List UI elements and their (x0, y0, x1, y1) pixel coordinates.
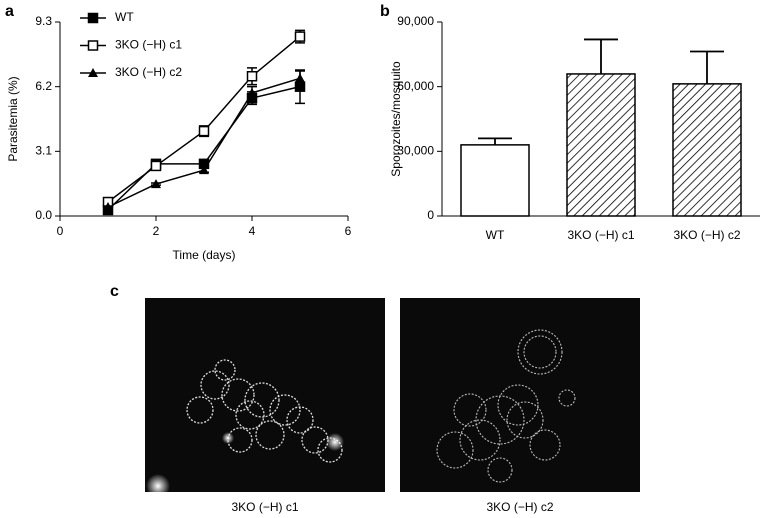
micrograph (400, 298, 640, 492)
error-bar (690, 50, 724, 84)
series-line (107, 77, 301, 208)
x-tick-label: 3KO (−H) c1 (567, 228, 634, 242)
y-axis-label: Sporozoites/mosquito (389, 61, 403, 177)
micrograph (145, 298, 385, 498)
marker (198, 125, 210, 137)
bar (672, 83, 742, 217)
image-caption: 3KO (−H) c2 (486, 500, 553, 514)
x-tick-label: 6 (345, 224, 352, 238)
y-tick-label: 0.0 (35, 208, 52, 222)
y-tick-label: 9.3 (35, 14, 52, 28)
legend-label: WT (115, 10, 134, 24)
bar (460, 144, 530, 217)
marker (150, 160, 162, 172)
series-line (107, 85, 301, 211)
legend-marker (88, 68, 98, 77)
y-tick-label: 90,000 (397, 14, 434, 28)
marker (199, 165, 209, 175)
panel-label: a (5, 3, 14, 20)
y-tick-label: 60,000 (397, 79, 434, 93)
x-tick-label: WT (486, 228, 505, 242)
legend-label: 3KO (−H) c2 (115, 65, 182, 79)
panel-label: b (380, 3, 390, 20)
legend-marker (87, 12, 99, 24)
x-tick-label: 0 (57, 224, 64, 238)
image-caption: 3KO (−H) c1 (231, 500, 298, 514)
x-tick-label: 4 (249, 224, 256, 238)
x-axis-label: Time (days) (173, 248, 236, 262)
legend-label: 3KO (−H) c1 (115, 38, 182, 52)
y-tick-label: 0 (427, 208, 434, 222)
marker (295, 73, 305, 83)
marker (103, 202, 113, 212)
x-tick-label: 3KO (−H) c2 (673, 228, 740, 242)
x-tick-label: 2 (153, 224, 160, 238)
y-tick-label: 30,000 (397, 144, 434, 158)
error-bar (478, 137, 512, 145)
marker (151, 179, 161, 189)
bar (566, 73, 636, 217)
y-axis-label: Parasitemia (%) (6, 76, 20, 161)
marker (294, 31, 306, 42)
error-bar (584, 38, 618, 74)
y-tick-label: 3.1 (35, 144, 52, 158)
series-line (107, 36, 301, 203)
marker (246, 70, 258, 82)
panel-label: c (110, 283, 119, 300)
y-tick-label: 6.2 (35, 79, 52, 93)
legend-marker (87, 40, 99, 51)
marker (247, 87, 257, 97)
